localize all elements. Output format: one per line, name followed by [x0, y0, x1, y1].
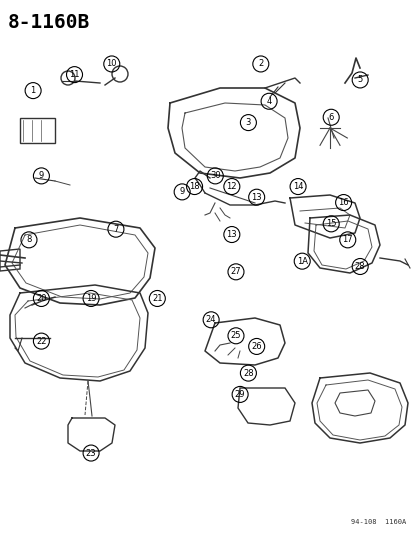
Text: 8-1160B: 8-1160B [8, 13, 90, 32]
Text: 17: 17 [342, 236, 352, 244]
Text: 30: 30 [209, 172, 220, 180]
Text: 10: 10 [106, 60, 117, 68]
Text: 19: 19 [85, 294, 96, 303]
Text: 16: 16 [337, 198, 348, 207]
Text: 9: 9 [39, 172, 44, 180]
Text: 11: 11 [69, 70, 80, 79]
Text: 9: 9 [179, 188, 184, 196]
Text: 8: 8 [26, 236, 31, 244]
Text: 7: 7 [113, 225, 118, 233]
Text: 18: 18 [189, 182, 199, 191]
Text: 13: 13 [251, 193, 261, 201]
Text: 20: 20 [36, 294, 47, 303]
Text: 3: 3 [245, 118, 250, 127]
Text: 12: 12 [226, 182, 237, 191]
Text: 21: 21 [152, 294, 162, 303]
Text: 24: 24 [205, 316, 216, 324]
Text: 6: 6 [328, 113, 333, 122]
Text: 5: 5 [357, 76, 362, 84]
Text: 28: 28 [354, 262, 365, 271]
Text: 27: 27 [230, 268, 241, 276]
Text: 22: 22 [36, 337, 47, 345]
Text: 1A: 1A [296, 257, 307, 265]
Text: 15: 15 [325, 220, 336, 228]
Text: 28: 28 [242, 369, 253, 377]
Text: 13: 13 [226, 230, 237, 239]
Text: 23: 23 [85, 449, 96, 457]
Text: 14: 14 [292, 182, 303, 191]
Text: 94-108  1160A: 94-108 1160A [350, 519, 405, 525]
Text: 2: 2 [258, 60, 263, 68]
Text: 29: 29 [234, 390, 245, 399]
Text: 25: 25 [230, 332, 241, 340]
Text: 26: 26 [251, 342, 261, 351]
Text: 4: 4 [266, 97, 271, 106]
Text: 1: 1 [31, 86, 36, 95]
